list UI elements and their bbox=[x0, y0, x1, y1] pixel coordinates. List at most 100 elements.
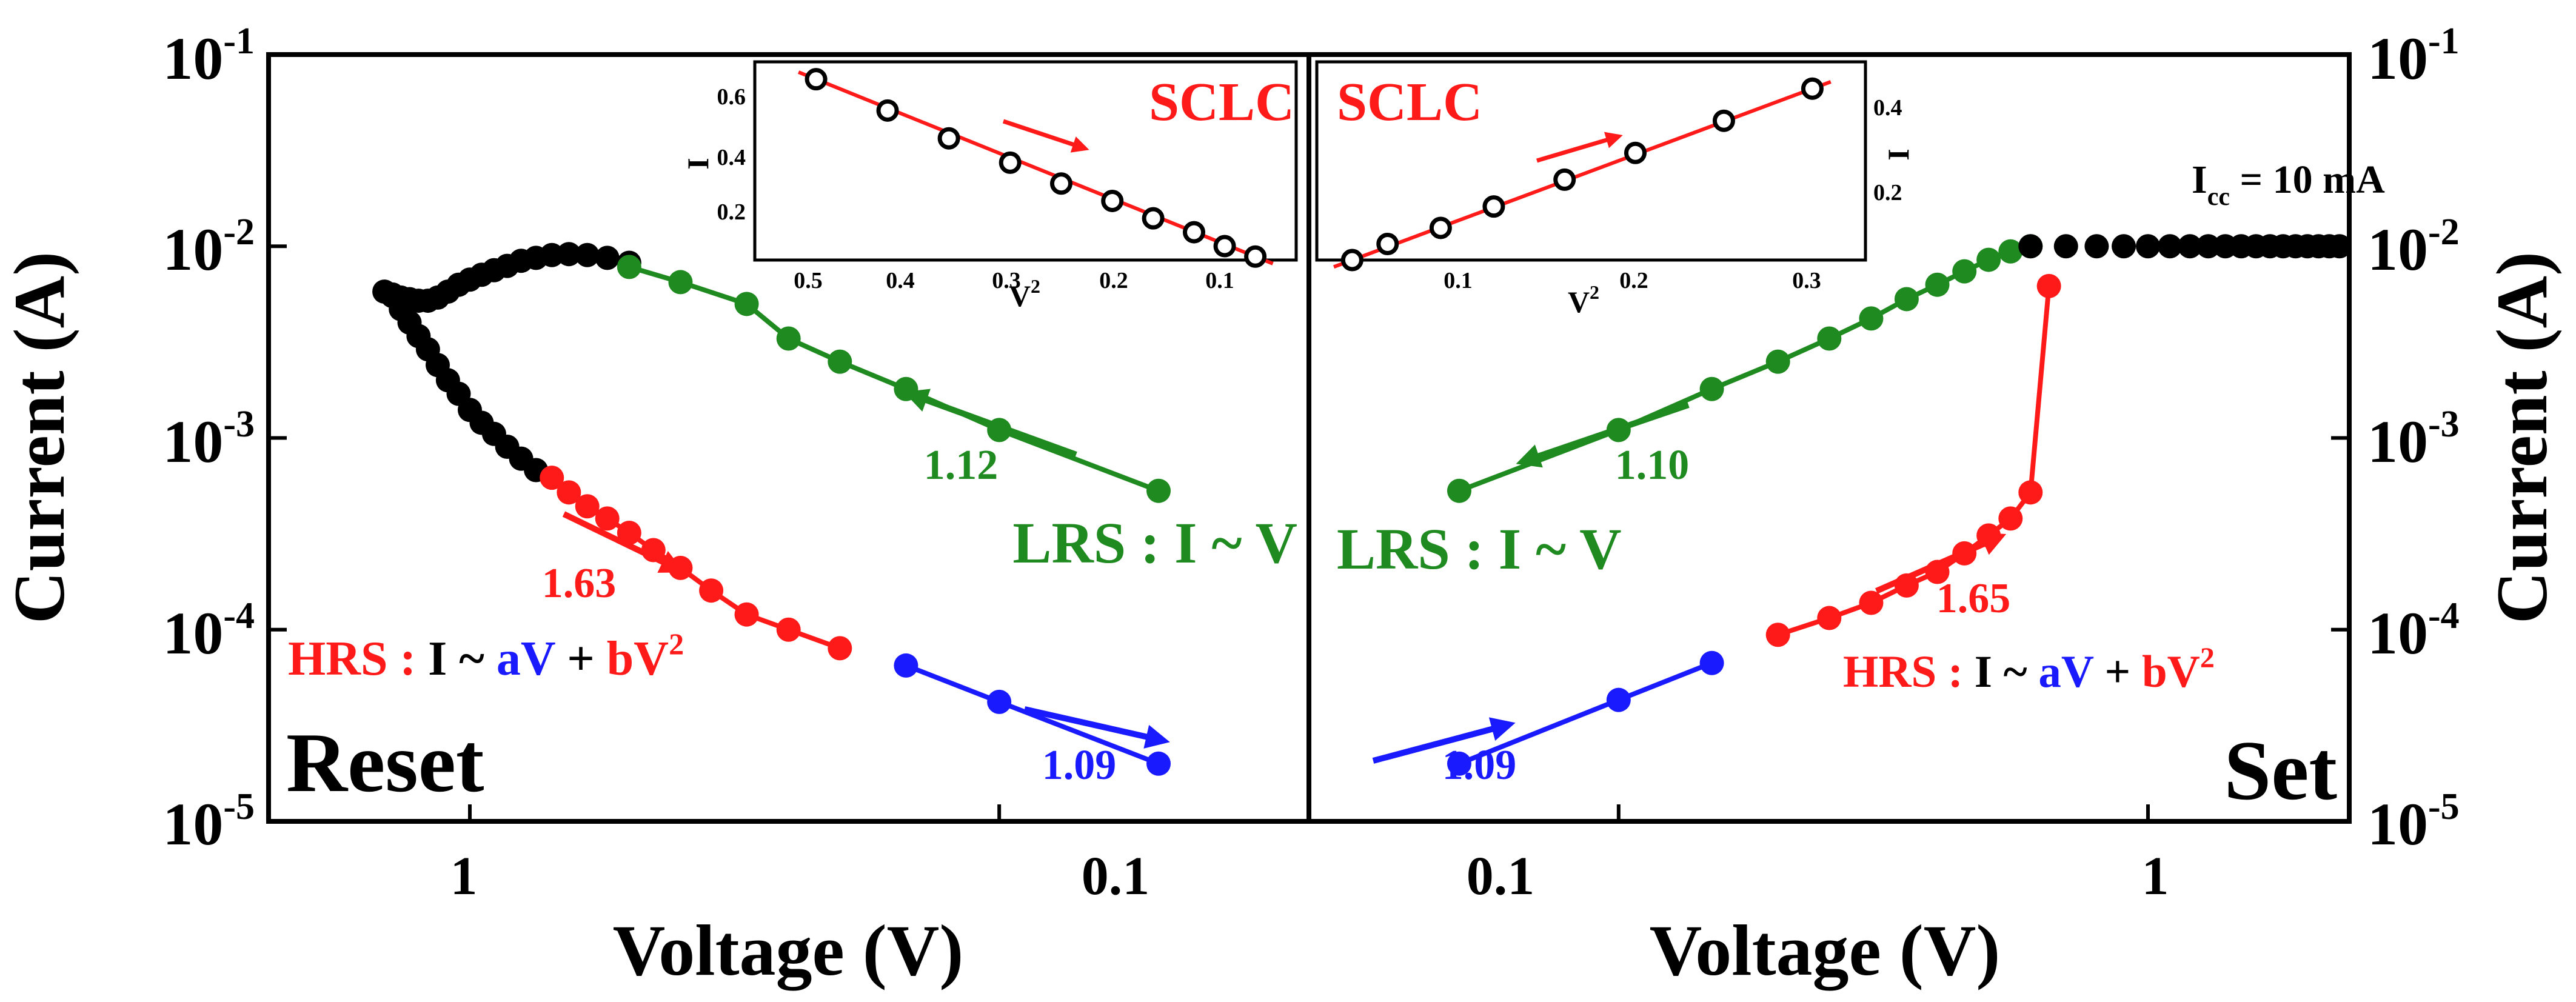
data-point bbox=[617, 520, 641, 545]
inset-right-arrow bbox=[1536, 132, 1623, 163]
data-point bbox=[1976, 247, 2001, 272]
inset-data-point bbox=[876, 99, 899, 122]
lrs-annotation-set: LRS : I ~ V bbox=[1337, 516, 1622, 581]
inset-tick-label: 0.2 bbox=[1619, 268, 1648, 293]
arrow-lrs-set bbox=[1516, 402, 1690, 468]
inset-data-point bbox=[937, 127, 960, 150]
y-tick-label: 10-2 bbox=[162, 212, 255, 283]
data-point bbox=[1447, 751, 1471, 776]
y-tick-label: 10-1 bbox=[2367, 21, 2460, 92]
y-tick-label: 10-4 bbox=[2367, 595, 2460, 667]
y-tick-label: 10-3 bbox=[162, 404, 255, 475]
inset-tick-label: 0.2 bbox=[717, 199, 746, 225]
inset-data-point bbox=[999, 151, 1022, 174]
inset-data-point bbox=[1553, 168, 1576, 191]
inset-data-point bbox=[1801, 77, 1824, 100]
data-point bbox=[2196, 234, 2221, 259]
y-axis-title-left: Current (A) bbox=[0, 252, 79, 624]
slope-label-hrs-set-low: 1.09 bbox=[1442, 742, 1517, 789]
inset-tick-label: 0.4 bbox=[717, 145, 746, 170]
arrow-hrs-set-low bbox=[1372, 717, 1516, 764]
x-axis-title-left: Voltage (V) bbox=[613, 910, 964, 991]
inset-tick-label: 0.4 bbox=[886, 268, 915, 293]
data-point bbox=[1146, 751, 1171, 776]
inset-data-point bbox=[1624, 141, 1647, 164]
inset-right-frame bbox=[1315, 60, 1867, 262]
hrs-annotation-set: HRS : I ~ aV + bV2 bbox=[1843, 642, 2215, 697]
data-point bbox=[2036, 273, 2061, 298]
y-tick-label: 10-2 bbox=[2367, 212, 2460, 283]
inset-data-point bbox=[805, 68, 828, 91]
inset-right: SCLC I V2 0.1 0.2 0.3 0.4 0.2 bbox=[1315, 60, 1915, 319]
data-point bbox=[1146, 478, 1171, 503]
panel-label-reset: Reset bbox=[286, 716, 484, 810]
data-point bbox=[2018, 234, 2043, 259]
inset-left-plot bbox=[797, 68, 1274, 268]
y-tick-label: 10-4 bbox=[162, 595, 255, 667]
data-point bbox=[2327, 234, 2352, 259]
inset-tick-label: 0.2 bbox=[1099, 268, 1128, 293]
y-tick-label: 10-5 bbox=[162, 786, 255, 858]
data-point bbox=[575, 494, 600, 519]
data-point bbox=[1859, 306, 1884, 331]
inset-tick-label: 0.1 bbox=[1444, 268, 1473, 293]
tick-marks bbox=[269, 53, 2349, 823]
slope-label-hrs-set-high: 1.65 bbox=[1936, 575, 2011, 622]
data-point bbox=[1894, 287, 1919, 312]
y-tick-labels-left: 10-1 10-2 10-3 10-4 10-5 bbox=[162, 21, 255, 858]
data-point bbox=[987, 689, 1012, 714]
x-tick-label: 0.1 bbox=[1082, 846, 1150, 906]
slope-label-hrs-reset-low: 1.09 bbox=[1042, 742, 1117, 789]
y-tick-label: 10-5 bbox=[2367, 786, 2460, 858]
inset-right-title: SCLC bbox=[1337, 72, 1482, 132]
data-point bbox=[1998, 506, 2023, 531]
data-point bbox=[1606, 687, 1631, 712]
inset-data-point bbox=[1244, 245, 1267, 268]
panel-label-set: Set bbox=[2224, 724, 2337, 818]
y-tick-labels-right: 10-1 10-2 10-3 10-4 10-5 bbox=[2367, 21, 2460, 858]
data-point bbox=[1699, 650, 1724, 675]
data-point bbox=[2178, 234, 2203, 259]
inset-left-arrow bbox=[1002, 119, 1089, 153]
inset-fit-line bbox=[1333, 80, 1832, 269]
inset-data-point bbox=[1376, 232, 1399, 255]
data-point bbox=[2053, 234, 2078, 259]
inset-tick-label: 0.5 bbox=[794, 268, 823, 293]
x-tick-label: 1 bbox=[450, 846, 478, 906]
data-point bbox=[2158, 234, 2183, 259]
data-point bbox=[1925, 272, 1950, 297]
inset-data-point bbox=[1340, 249, 1363, 272]
inset-data-point bbox=[1101, 189, 1124, 212]
data-point bbox=[668, 270, 693, 295]
data-point bbox=[776, 326, 801, 351]
data-point bbox=[595, 245, 620, 270]
inset-data-point bbox=[1712, 109, 1735, 132]
inset-tick-label: 0.4 bbox=[1873, 95, 1902, 121]
compliance-label: Icc = 10 mA bbox=[2192, 158, 2385, 211]
inset-left-ylabel: I bbox=[681, 158, 715, 169]
y-tick-label: 10-3 bbox=[2367, 404, 2460, 475]
inset-tick-label: 0.2 bbox=[1873, 180, 1902, 205]
inset-right-xlabel: V2 bbox=[1568, 281, 1599, 319]
data-point bbox=[734, 602, 759, 627]
data-point bbox=[1817, 326, 1842, 351]
slope-label-lrs-set: 1.10 bbox=[1615, 442, 1690, 489]
data-point bbox=[557, 480, 581, 505]
inset-data-point bbox=[1049, 172, 1072, 195]
data-point bbox=[617, 255, 641, 279]
data-point bbox=[828, 636, 852, 661]
inset-left: SCLC I V2 0.5 0.4 0.3 0.2 0.1 0.6 0.4 0.… bbox=[681, 60, 1298, 313]
data-point bbox=[828, 349, 852, 374]
x-axis-title-right: Voltage (V) bbox=[1650, 910, 2001, 991]
hrs-annotation-reset: HRS : I ~ aV + bV2 bbox=[288, 627, 684, 686]
data-point bbox=[2112, 234, 2136, 259]
arrow-hrs-reset-high bbox=[562, 511, 685, 573]
inset-left-xlabel: V2 bbox=[1009, 275, 1040, 313]
data-point bbox=[894, 653, 918, 678]
inset-right-plot bbox=[1333, 77, 1832, 272]
inset-tick-label: 0.6 bbox=[717, 84, 746, 110]
y-axis-title-right: Current (A) bbox=[2481, 252, 2562, 624]
inset-left-title: SCLC bbox=[1149, 72, 1294, 132]
data-point bbox=[575, 242, 600, 267]
data-point bbox=[1817, 606, 1842, 630]
